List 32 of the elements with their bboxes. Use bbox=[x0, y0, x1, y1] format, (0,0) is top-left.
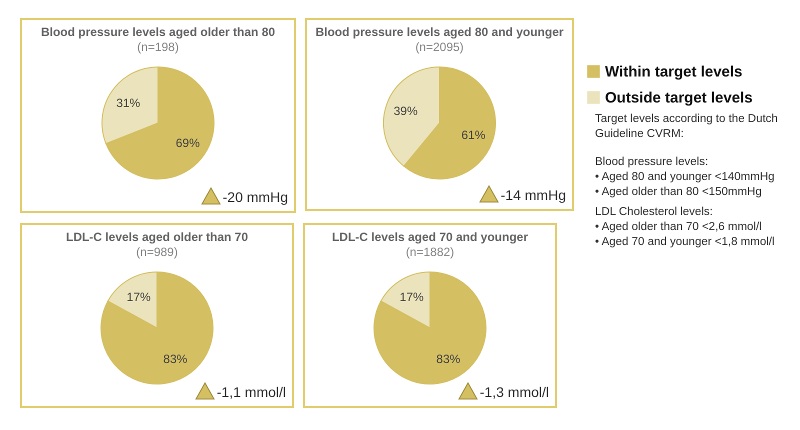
data-label: 69% bbox=[176, 136, 200, 150]
data-label: 17% bbox=[126, 290, 152, 304]
pie-slice bbox=[100, 272, 214, 384]
data-label: 83% bbox=[436, 352, 461, 366]
text: • Aged older than 70 <2,6 mmol/l bbox=[595, 220, 763, 235]
text: • Aged 70 and younger <1,8 mmol/l bbox=[595, 235, 776, 250]
data-label: 31% bbox=[116, 96, 141, 110]
data-label: 83% bbox=[163, 352, 188, 366]
legend-label: Outside target levels bbox=[605, 90, 753, 106]
data-label: 61% bbox=[461, 128, 486, 142]
data-label: 17% bbox=[400, 290, 424, 304]
pie-slice bbox=[105, 66, 214, 180]
chart-title: Blood pressure levels aged 80 and younger bbox=[315, 25, 564, 39]
text: Blood pressure levels: bbox=[595, 155, 710, 170]
text: • Aged 80 and younger <140mmHg bbox=[595, 170, 776, 185]
chart-subtitle: (n=2095) bbox=[415, 40, 464, 54]
chart-subtitle: (n=1882) bbox=[406, 245, 454, 259]
text: -1,3 mmol/l bbox=[480, 384, 549, 400]
legend-label: Within target levels bbox=[605, 64, 742, 80]
chart-subtitle: (n=989) bbox=[136, 245, 178, 259]
text: • Aged older than 80 <150mmHg bbox=[595, 185, 763, 200]
chart-title: LDL-C levels aged 70 and younger bbox=[332, 230, 528, 244]
text: -14 mmHg bbox=[500, 187, 566, 203]
data-label: 39% bbox=[394, 104, 418, 118]
text: -1,1 mmol/l bbox=[216, 384, 286, 400]
text: LDL Cholesterol levels: bbox=[595, 205, 714, 220]
text: Target levels according to the Dutch Guideline CVRM: bbox=[595, 112, 779, 142]
chart-subtitle: (n=198) bbox=[137, 40, 179, 54]
pie-slice bbox=[374, 272, 486, 384]
chart-title: LDL-C levels aged older than 70 bbox=[66, 230, 248, 244]
text: -20 mmHg bbox=[222, 189, 288, 205]
chart-title: Blood pressure levels aged older than 80 bbox=[40, 25, 276, 39]
